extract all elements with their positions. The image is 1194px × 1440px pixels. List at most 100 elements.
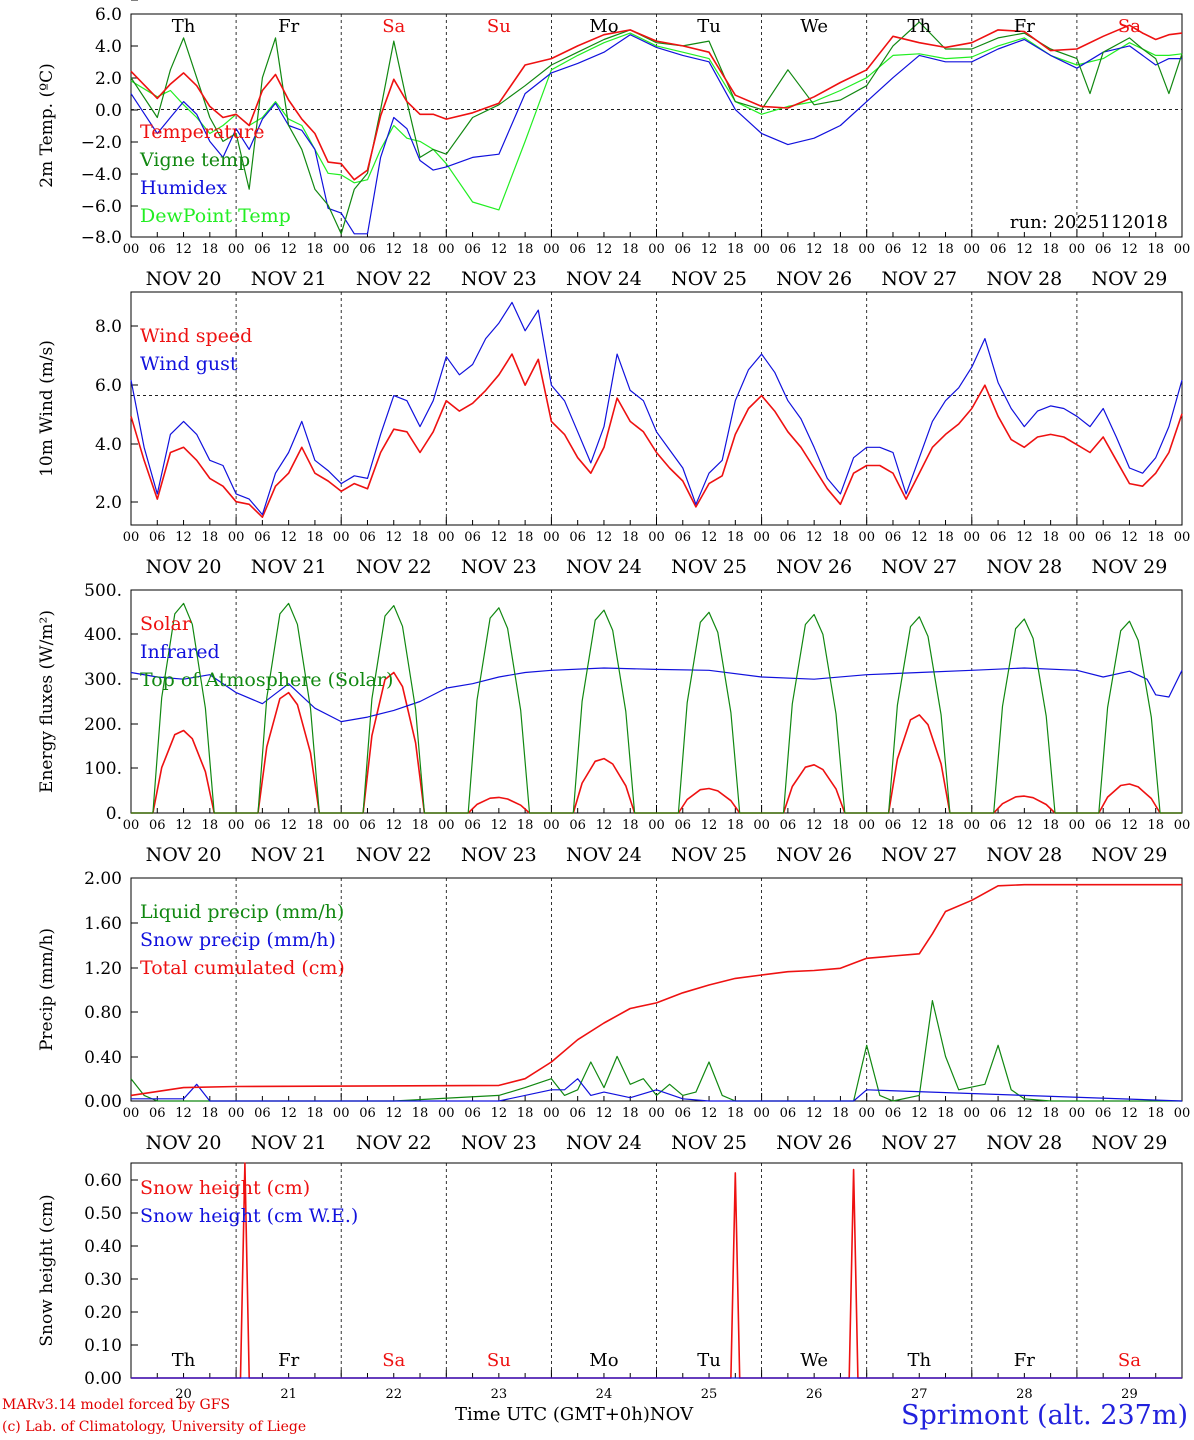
hour-label: 06 <box>464 242 481 257</box>
legend-entry: Snow precip (mm/h) <box>140 929 336 951</box>
hour-label: 06 <box>254 242 271 257</box>
hour-label: 00 <box>858 818 875 833</box>
hour-label: 06 <box>990 818 1007 833</box>
y-tick-label: 0. <box>106 804 122 824</box>
hour-label: 00 <box>858 1106 875 1121</box>
panel-temp: 00 06 12 18 00 06 12 18 00 06 12 18 00 06 12 18 00 06 12 18… <box>37 5 1190 290</box>
legend-entry: Humidex <box>140 177 227 199</box>
hour-label: 18 <box>202 530 219 545</box>
hour-label: 00 <box>964 1106 981 1121</box>
hour-label: 06 <box>780 242 797 257</box>
legend-entry: Snow height (cm W.E.) <box>140 1205 358 1227</box>
hour-label: 06 <box>149 818 166 833</box>
weekday-label: Tu <box>697 1350 721 1371</box>
y-tick-label: 0.10 <box>84 1336 122 1356</box>
legend-entry: Solar <box>140 613 192 635</box>
hour-label: 18 <box>832 818 849 833</box>
series-line-humidex <box>130 34 1182 235</box>
series-line-vigne-temp <box>130 21 1183 235</box>
weekday-label: Tu <box>697 16 721 37</box>
y-axis-label: Precip (mm/h) <box>37 928 57 1051</box>
y-tick-label: 0.00 <box>84 1092 122 1112</box>
hour-label: 18 <box>517 530 534 545</box>
y-axis-label: Snow height (cm) <box>37 1194 57 1346</box>
hour-label: 00 <box>228 1106 245 1121</box>
hour-label: 12 <box>596 242 613 257</box>
y-tick-label: 8.0 <box>95 317 122 337</box>
hour-label: 18 <box>1042 530 1059 545</box>
legend-entry: Wind speed <box>140 325 252 347</box>
hour-label: 06 <box>569 242 586 257</box>
date-label: NOV 21 <box>251 556 327 578</box>
date-label: NOV 26 <box>776 844 852 866</box>
hour-label: 06 <box>1095 818 1112 833</box>
date-label: NOV 29 <box>1092 556 1168 578</box>
hour-label: 00 <box>123 530 140 545</box>
y-tick-label: 6.0 <box>95 5 122 25</box>
date-label: NOV 24 <box>566 844 642 866</box>
hour-label: 06 <box>359 242 376 257</box>
date-label: NOV 24 <box>566 268 642 290</box>
series-line-temperature <box>130 24 1183 181</box>
date-label: NOV 22 <box>356 268 432 290</box>
hour-label: 06 <box>885 530 902 545</box>
credit-lab: (c) Lab. of Climatology, University of L… <box>2 1419 307 1435</box>
hour-label: 00 <box>333 530 350 545</box>
y-tick-label: 0.40 <box>84 1048 122 1068</box>
hour-label: 06 <box>675 530 692 545</box>
hour-label: 12 <box>1121 818 1138 833</box>
hour-label: 00 <box>123 242 140 257</box>
weekday-label: Sa <box>1118 16 1141 37</box>
date-label: NOV 26 <box>776 268 852 290</box>
hour-label: 18 <box>412 530 429 545</box>
hour-label: 18 <box>832 530 849 545</box>
hour-label: 12 <box>280 818 297 833</box>
legend-entry: Snow height (cm) <box>140 1177 310 1199</box>
hour-label: 18 <box>202 242 219 257</box>
hour-label: 12 <box>806 818 823 833</box>
hour-label: 06 <box>675 242 692 257</box>
hour-label: 12 <box>1016 242 1033 257</box>
date-label: NOV 29 <box>1092 1132 1168 1154</box>
date-label: NOV 26 <box>776 556 852 578</box>
hour-label: 00 <box>1174 530 1191 545</box>
hour-label: 06 <box>885 242 902 257</box>
hour-label: 18 <box>1147 242 1164 257</box>
hour-label: 12 <box>911 818 928 833</box>
day-number: 29 <box>1121 1387 1138 1400</box>
hour-label: 06 <box>1095 530 1112 545</box>
plot-frame <box>130 589 1183 814</box>
hour-label: 18 <box>622 530 639 545</box>
meteogram: 00 06 12 18 00 06 12 18 00 06 12 18 00 06 12 18 00 06 12 18… <box>37 0 1190 1400</box>
weekday-label: Su <box>487 16 511 37</box>
hour-label: 12 <box>1016 530 1033 545</box>
date-label: NOV 20 <box>146 1132 222 1154</box>
legend-entry: Liquid precip (mm/h) <box>140 901 344 923</box>
date-label: NOV 26 <box>776 1132 852 1154</box>
panel-wind: 00 06 12 18 00 06 12 18 00 06 12 18 00 06 12 18 00 06 12 18… <box>37 0 1190 578</box>
hour-label: 12 <box>491 242 508 257</box>
y-tick-label: −8.0 <box>81 228 122 248</box>
hour-label: 06 <box>464 530 481 545</box>
hour-label: 12 <box>911 530 928 545</box>
hour-label: 06 <box>569 530 586 545</box>
run-label: run: 2025112018 <box>1010 212 1168 233</box>
date-label: NOV 20 <box>146 268 222 290</box>
y-tick-label: 0.40 <box>84 1237 122 1257</box>
hour-label: 12 <box>806 1106 823 1121</box>
hour-label: 00 <box>333 1106 350 1121</box>
hour-label: 12 <box>1121 242 1138 257</box>
hour-label: 06 <box>359 1106 376 1121</box>
hour-label: 18 <box>622 242 639 257</box>
series-line-dewpoint-temp <box>130 32 1183 211</box>
hour-label: 12 <box>385 530 402 545</box>
hour-label: 18 <box>517 818 534 833</box>
date-label: NOV 21 <box>251 268 327 290</box>
panel-precip: 00 06 12 18 00 06 12 18 00 06 12 18 00 06 12 18 00 06 12 18… <box>37 869 1190 1154</box>
hour-label: 18 <box>937 530 954 545</box>
weekday-label: Th <box>907 16 931 37</box>
hour-label: 00 <box>543 1106 560 1121</box>
panel-snow: 0.60 0.50 0.40 0.30 0.20 0.10 0.00 Snow height … <box>37 1162 1183 1389</box>
hour-label: 12 <box>175 1106 192 1121</box>
hour-label: 00 <box>438 242 455 257</box>
